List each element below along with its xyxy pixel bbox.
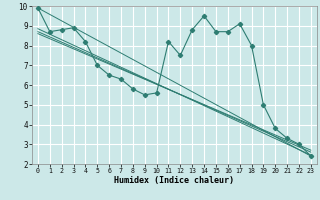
X-axis label: Humidex (Indice chaleur): Humidex (Indice chaleur) xyxy=(115,176,234,185)
